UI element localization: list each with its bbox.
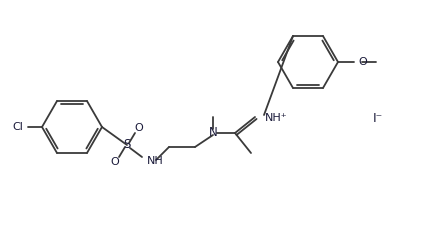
Text: N: N bbox=[209, 126, 217, 140]
Text: O: O bbox=[358, 57, 367, 67]
Text: O: O bbox=[135, 123, 143, 133]
Text: O: O bbox=[111, 157, 119, 167]
Text: Cl: Cl bbox=[12, 122, 23, 132]
Text: S: S bbox=[123, 138, 131, 151]
Text: NH: NH bbox=[147, 156, 164, 166]
Text: NH⁺: NH⁺ bbox=[265, 113, 288, 123]
Text: I⁻: I⁻ bbox=[373, 111, 383, 124]
